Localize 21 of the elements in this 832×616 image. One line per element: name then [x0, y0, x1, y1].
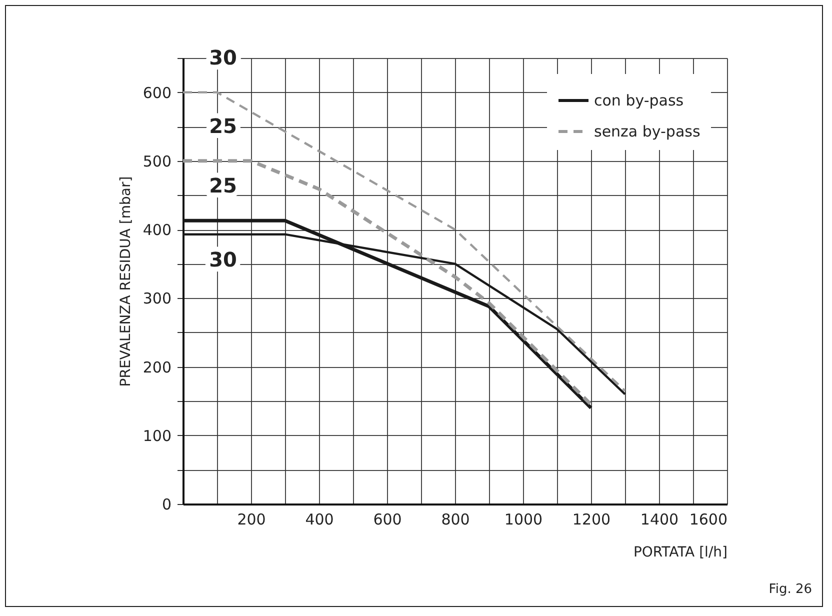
caption: Fig. 26 [768, 582, 812, 597]
legend-label: con by-pass [594, 92, 684, 110]
y-tick-label: 100 [142, 426, 172, 445]
x-tick-label: 1600 [689, 510, 728, 528]
y-tick-label: 600 [142, 84, 172, 102]
x-tick-label: 200 [237, 510, 266, 528]
y-tick-label: 400 [142, 221, 172, 240]
y-tick-label: 500 [142, 152, 172, 170]
x-tick-label: 1400 [640, 510, 679, 528]
line-series [181, 159, 593, 406]
x-tick-label: 400 [305, 510, 334, 528]
x-axis-title: PORTATA [l/h] [633, 544, 728, 560]
y-tick-label: 0 [162, 496, 172, 514]
legend-label: senza by-pass [594, 122, 700, 140]
x-tick-label: 800 [441, 510, 470, 528]
x-tick-label: 600 [373, 510, 402, 528]
x-tick-label: 1200 [572, 510, 611, 528]
y-tick-label: 300 [142, 290, 172, 308]
y-tick-label: 200 [142, 358, 172, 376]
x-tick-label: 1000 [504, 510, 543, 528]
y-axis-title: PREVALENZA RESIDUA [mbar] [118, 176, 134, 387]
